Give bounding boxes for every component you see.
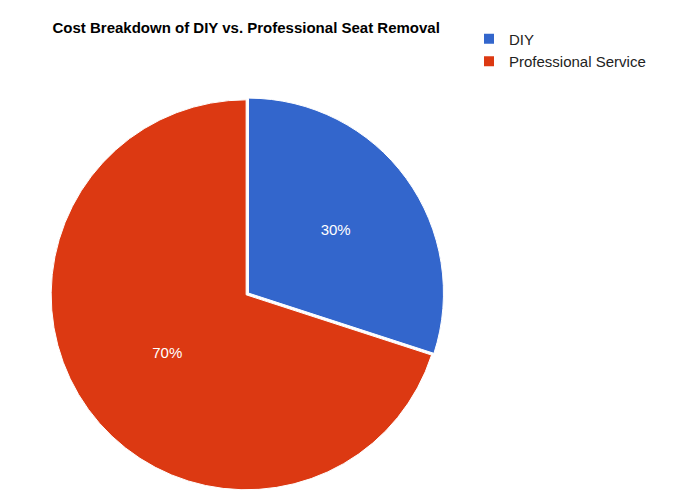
svg-text:Professional Service: Professional Service — [509, 53, 646, 70]
svg-text:Cost Breakdown of DIY vs. Prof: Cost Breakdown of DIY vs. Professional S… — [53, 19, 440, 36]
svg-text:70%: 70% — [152, 344, 182, 361]
svg-text:30%: 30% — [321, 221, 351, 238]
svg-text:DIY: DIY — [509, 31, 534, 48]
